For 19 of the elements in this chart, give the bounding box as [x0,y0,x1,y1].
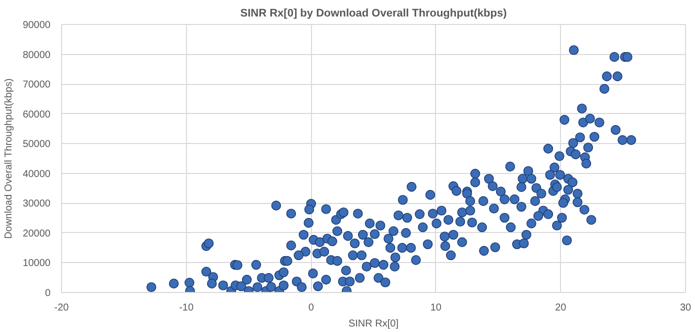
y-tick-label: 60000 [22,109,51,120]
y-tick-label: 80000 [22,50,51,61]
y-tick-label: 20000 [22,228,51,240]
x-tick-label: 30 [680,302,692,314]
chart-title: SINR Rx[0] by Download Overall Throughput(kbps) [240,8,508,20]
x-axis-title: SINR Rx[0] [348,318,399,330]
y-tick-label: 30000 [22,198,51,210]
x-tick-label: -10 [179,302,194,314]
x-tick-label: 20 [555,302,567,314]
x-tick-label: 10 [430,302,442,314]
y-axis-title: Download Overall Throughput(kbps) [4,78,15,239]
y-tick-label: 70000 [22,80,51,91]
y-tick-label: 50000 [22,139,51,150]
y-tick-label: 90000 [22,20,51,31]
y-tick-label: 40000 [22,168,51,180]
x-tick-label: 0 [308,302,314,314]
y-tick-label: 0 [44,288,51,299]
y-tick-label: 10000 [22,258,51,270]
x-tick-label: -20 [54,302,70,314]
